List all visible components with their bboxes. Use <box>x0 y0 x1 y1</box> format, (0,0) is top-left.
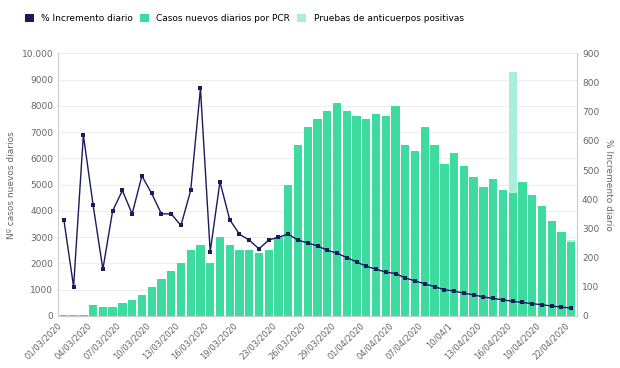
Bar <box>216 237 224 316</box>
Bar <box>411 151 419 316</box>
Bar <box>206 263 215 316</box>
Bar <box>547 224 556 316</box>
Y-axis label: Nº casos nuevos diarios: Nº casos nuevos diarios <box>7 131 16 238</box>
Bar <box>197 245 205 316</box>
Bar <box>118 303 126 316</box>
Y-axis label: % Incremento diario: % Incremento diario <box>604 139 613 231</box>
Bar <box>518 182 526 316</box>
Bar <box>167 271 175 316</box>
Bar <box>138 295 146 316</box>
Bar <box>362 119 371 316</box>
Bar <box>323 111 332 316</box>
Bar <box>450 153 458 316</box>
Bar <box>508 192 517 316</box>
Bar <box>187 250 195 316</box>
Bar <box>284 185 293 316</box>
Bar <box>538 216 546 316</box>
Bar <box>557 232 565 316</box>
Bar <box>567 243 575 316</box>
Bar <box>333 103 341 316</box>
Bar <box>459 166 468 316</box>
Bar <box>440 164 448 316</box>
Bar <box>304 127 312 316</box>
Bar <box>226 245 234 316</box>
Bar <box>421 127 429 316</box>
Bar <box>274 237 283 316</box>
Bar <box>469 177 478 316</box>
Bar <box>489 180 497 316</box>
Bar <box>99 307 107 316</box>
Bar <box>538 206 546 316</box>
Bar <box>508 72 517 316</box>
Bar <box>528 208 536 316</box>
Bar <box>518 198 526 316</box>
Bar <box>557 232 565 316</box>
Bar <box>401 145 409 316</box>
Bar <box>567 240 575 316</box>
Bar <box>89 305 97 316</box>
Bar <box>255 253 263 316</box>
Bar <box>108 307 117 316</box>
Bar <box>382 116 390 316</box>
Bar <box>343 111 351 316</box>
Bar <box>479 187 487 316</box>
Bar <box>60 315 68 316</box>
Bar <box>528 195 536 316</box>
Bar <box>245 250 254 316</box>
Bar <box>79 315 87 316</box>
Bar <box>372 114 380 316</box>
Bar <box>391 106 400 316</box>
Bar <box>148 287 156 316</box>
Bar <box>157 279 166 316</box>
Bar <box>236 250 244 316</box>
Bar <box>547 222 556 316</box>
Bar <box>69 315 78 316</box>
Bar <box>265 250 273 316</box>
Bar <box>128 300 136 316</box>
Legend: % Incremento diario, Casos nuevos diarios por PCR, Pruebas de anticuerpos positi: % Incremento diario, Casos nuevos diario… <box>21 11 467 27</box>
Bar <box>313 119 322 316</box>
Bar <box>294 145 302 316</box>
Bar <box>177 263 185 316</box>
Bar <box>352 116 361 316</box>
Bar <box>430 145 439 316</box>
Bar <box>498 190 507 316</box>
